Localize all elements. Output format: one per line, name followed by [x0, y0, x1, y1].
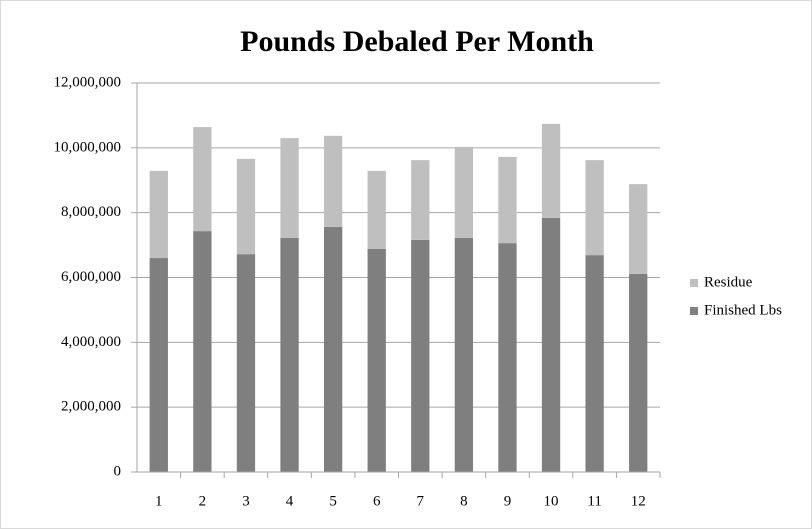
y-tick-label: 2,000,000 — [61, 399, 121, 415]
x-tick-label: 7 — [417, 493, 425, 509]
y-tick-label: 0 — [114, 463, 122, 479]
x-tick-label: 12 — [631, 493, 646, 509]
bar-segment — [585, 255, 604, 472]
bar-segment — [367, 170, 386, 249]
y-tick-label: 4,000,000 — [61, 334, 121, 350]
x-tick-label: 6 — [373, 493, 381, 509]
bar-segment — [323, 135, 343, 227]
x-tick-label: 2 — [199, 493, 207, 509]
bar-segment — [193, 127, 212, 232]
x-tick-label: 3 — [242, 493, 250, 509]
bar-segment — [411, 239, 430, 472]
bar-segment — [149, 258, 168, 472]
y-tick-label: 8,000,000 — [61, 204, 121, 220]
legend-swatch — [690, 279, 698, 287]
x-tick-label: 8 — [460, 493, 468, 509]
x-tick-label: 9 — [504, 493, 512, 509]
bar-segment — [149, 170, 168, 259]
legend-label: Finished Lbs — [704, 302, 782, 318]
y-tick-label: 12,000,000 — [54, 74, 122, 90]
bar-segment — [454, 146, 474, 238]
bar-segment — [541, 217, 561, 472]
bar-segment — [585, 160, 604, 256]
x-tick-label: 5 — [329, 493, 337, 509]
bar-segment — [498, 243, 517, 472]
bar-segment — [236, 158, 256, 255]
bar-segment — [541, 123, 561, 218]
bar-segment — [629, 184, 648, 274]
x-tick-label: 4 — [286, 493, 294, 509]
bar-segment — [236, 254, 256, 472]
x-tick-label: 1 — [155, 493, 163, 509]
bar-segment — [411, 160, 430, 240]
bar-segment — [629, 273, 648, 472]
x-tick-label: 10 — [544, 493, 559, 509]
x-tick-label: 11 — [587, 493, 601, 509]
bar-segment — [323, 226, 343, 472]
y-tick-label: 6,000,000 — [61, 269, 121, 285]
y-tick-label: 10,000,000 — [54, 139, 122, 155]
legend-swatch — [690, 307, 698, 315]
bar-segment — [367, 248, 386, 472]
bar-segment — [280, 138, 299, 238]
bar-segment — [193, 231, 212, 472]
chart-title: Pounds Debaled Per Month — [240, 25, 594, 58]
legend-label: Residue — [704, 274, 753, 290]
bar-segment — [454, 237, 474, 472]
bar-segment — [280, 237, 299, 472]
bar-segment — [498, 156, 517, 244]
